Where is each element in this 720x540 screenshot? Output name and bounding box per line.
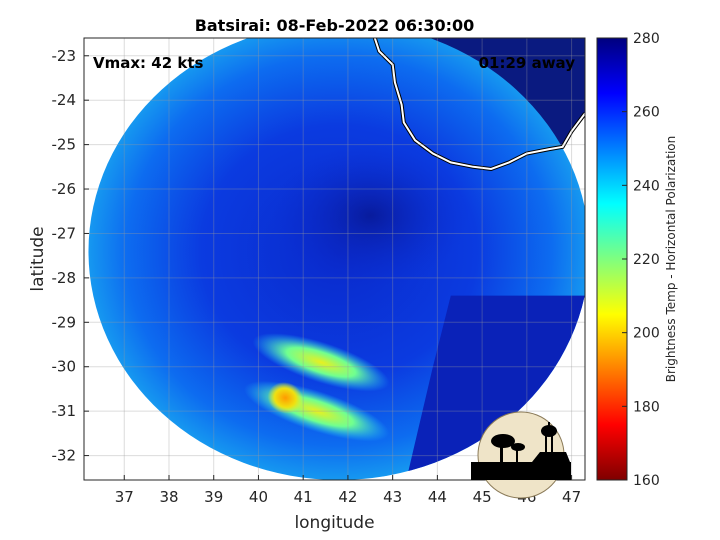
y-tick-label: -24 bbox=[52, 91, 77, 109]
x-tick-label: 47 bbox=[562, 488, 581, 506]
x-tick-label: 40 bbox=[249, 488, 268, 506]
colorbar-tick-label: 260 bbox=[633, 105, 660, 121]
x-axis-label: longitude bbox=[294, 513, 374, 533]
grid bbox=[84, 38, 585, 480]
y-tick-label: -28 bbox=[52, 269, 77, 287]
colorbar-tick-label: 180 bbox=[633, 399, 660, 415]
x-tick-label: 37 bbox=[115, 488, 134, 506]
colorbar-tick-label: 200 bbox=[633, 326, 660, 342]
colorbar-ticks: 280 260 240 220 200 180 160 bbox=[622, 31, 660, 489]
y-tick-label: -29 bbox=[52, 313, 77, 331]
x-tick-label: 38 bbox=[159, 488, 178, 506]
x-tick-label: 41 bbox=[294, 488, 313, 506]
y-tick-label: -23 bbox=[52, 47, 77, 65]
vmax-annotation: Vmax: 42 kts bbox=[93, 54, 203, 72]
colorbar-label: Brightness Temp - Horizontal Polarizatio… bbox=[664, 136, 678, 383]
colorbar-tick-label: 280 bbox=[633, 31, 660, 47]
x-tick-label: 43 bbox=[383, 488, 402, 506]
x-tick-label: 44 bbox=[428, 488, 447, 506]
colorbar-tick-label: 220 bbox=[633, 252, 660, 268]
coastline-inner bbox=[373, 38, 585, 171]
x-tick-label: 45 bbox=[473, 488, 492, 506]
y-tick-label: -32 bbox=[52, 447, 77, 465]
x-tick-label: 42 bbox=[338, 488, 357, 506]
warm-core bbox=[271, 144, 469, 287]
time-offset-annotation: 01:29 away bbox=[479, 54, 576, 72]
cold-feature-cold-spot bbox=[267, 382, 303, 414]
y-axis-label: latitude bbox=[28, 226, 48, 291]
y-tick-label: -26 bbox=[52, 180, 77, 198]
colorbar-tick-label: 160 bbox=[633, 473, 660, 489]
plot-frame bbox=[83, 37, 586, 481]
y-tick-label: -27 bbox=[52, 224, 77, 242]
colorbar-tick-label: 240 bbox=[633, 178, 660, 194]
y-tick-label: -30 bbox=[52, 358, 77, 376]
x-tick-label: 39 bbox=[204, 488, 223, 506]
y-axis: -23 -24 -25 -26 -27 -28 -29 -30 -31 -32 bbox=[52, 47, 89, 465]
cimss-logo bbox=[471, 411, 571, 499]
x-axis: 3738394041424344454647 bbox=[115, 475, 581, 506]
y-tick-label: -31 bbox=[52, 402, 77, 420]
data-layer bbox=[88, 38, 585, 480]
chart-title: Batsirai: 08-Feb-2022 06:30:00 bbox=[195, 16, 475, 35]
cold-feature-cold-band-upper bbox=[252, 333, 390, 392]
y-tick-label: -25 bbox=[52, 136, 77, 154]
